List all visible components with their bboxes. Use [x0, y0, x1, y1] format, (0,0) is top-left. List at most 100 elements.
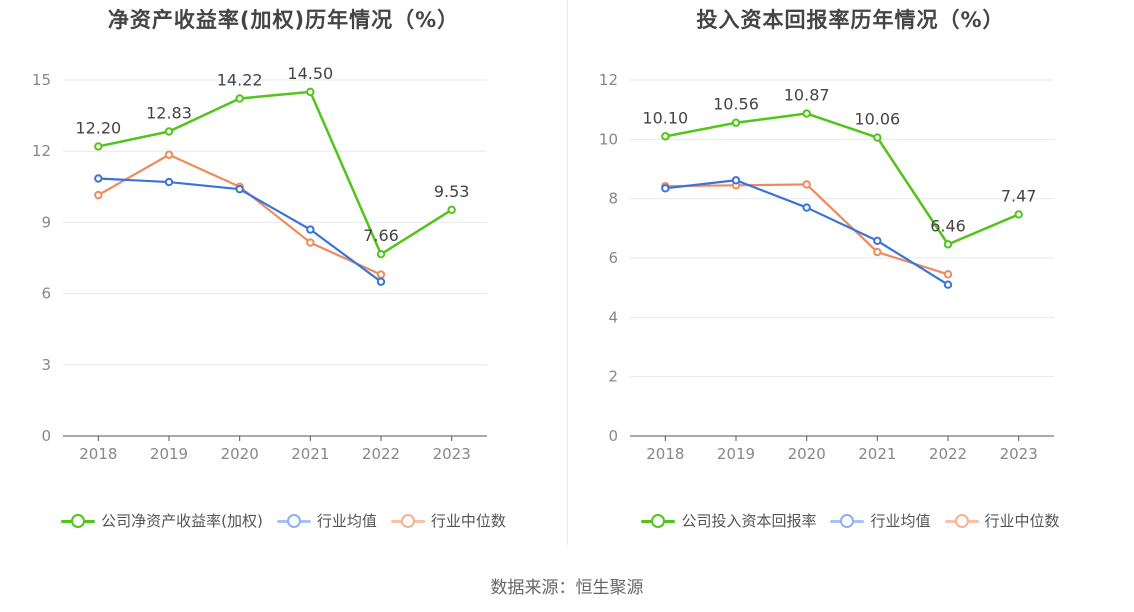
legend-label: 行业中位数 — [430, 512, 506, 530]
series-line-company — [98, 90, 453, 256]
legend-label: 行业均值 — [316, 512, 377, 530]
data-point-avg — [661, 184, 670, 193]
data-point-company — [447, 205, 456, 215]
y-tick-label: 4 — [608, 308, 618, 326]
legend-marker-icon — [390, 513, 425, 528]
roe-chart-panel: 净资产收益率(加权)历年情况（%） 0 3 6 9 12 15 2018 2019 2020 20… — [0, 0, 567, 560]
data-label: 12.83 — [146, 104, 192, 123]
data-point-median — [376, 270, 386, 279]
data-point-company — [1014, 210, 1023, 219]
y-tick-label: 8 — [608, 190, 618, 208]
x-tick-label: 2018 — [646, 445, 684, 460]
data-point-median — [802, 180, 811, 189]
data-point-company — [661, 132, 670, 141]
y-tick-label: 10 — [599, 130, 618, 148]
data-point-company — [235, 94, 244, 103]
y-tick-label: 2 — [608, 368, 618, 386]
chart-legend: 公司投入资本回报率 行业均值 行业中位数 — [567, 510, 1134, 531]
series-line-avg — [98, 177, 382, 283]
data-point-company — [731, 118, 741, 127]
data-label: 10.06 — [854, 110, 900, 129]
x-tick-label: 2023 — [1000, 445, 1038, 460]
y-tick-label: 15 — [32, 71, 51, 89]
data-label: 7.47 — [1001, 186, 1037, 205]
chart-title: 投入资本回报率历年情况（%） — [696, 8, 1005, 32]
legend-item-median[interactable]: 行业中位数 — [390, 510, 506, 531]
x-tick-label: 2019 — [150, 445, 188, 460]
data-point-company — [376, 250, 386, 259]
x-tick-label: 2020 — [221, 445, 259, 460]
legend-marker-icon — [944, 513, 979, 528]
data-point-median — [873, 247, 882, 257]
data-point-median — [94, 190, 103, 200]
data-point-avg — [943, 280, 953, 289]
data-point-avg — [873, 236, 882, 245]
data-point-median — [306, 238, 315, 247]
legend-label: 公司净资产收益率(加权) — [101, 512, 263, 530]
data-label: 9.53 — [434, 182, 470, 201]
y-tick-label: 9 — [41, 213, 51, 231]
data-point-avg — [376, 277, 386, 286]
y-tick-label: 12 — [32, 142, 51, 160]
y-tick-label: 6 — [608, 249, 618, 267]
series-line-median — [97, 153, 382, 276]
x-tick-label: 2022 — [929, 445, 967, 460]
data-point-company — [164, 127, 174, 136]
x-tick-label: 2022 — [362, 445, 400, 460]
roe-line-chart: 0 3 6 9 12 15 2018 2019 2020 2021 2022 2023 12.20 12.… — [32, 64, 487, 460]
x-tick-label: 2020 — [788, 445, 826, 460]
legend-label: 公司投入资本回报率 — [681, 512, 817, 530]
y-tick-label: 0 — [608, 427, 618, 445]
legend-item-avg[interactable]: 行业均值 — [276, 510, 377, 531]
data-source-note: 数据来源：恒生聚源 — [490, 578, 644, 598]
series-line-avg — [665, 179, 949, 286]
data-point-avg — [731, 176, 741, 185]
data-point-company — [94, 142, 103, 151]
legend-item-median[interactable]: 行业中位数 — [944, 510, 1060, 531]
x-tick-label: 2023 — [433, 445, 471, 460]
roic-line-chart: 0 2 4 6 8 10 12 2018 2019 2020 2021 2022 2023 10.10 10… — [599, 71, 1054, 460]
y-tick-label: 0 — [41, 427, 51, 445]
data-point-avg — [94, 174, 103, 183]
data-label: 14.50 — [287, 64, 333, 83]
legend-item-avg[interactable]: 行业均值 — [830, 510, 931, 531]
x-tick-label: 2018 — [79, 445, 117, 460]
legend-marker-icon — [830, 513, 865, 528]
data-label: 10.87 — [784, 86, 830, 105]
chart-title: 净资产收益率(加权)历年情况（%） — [107, 8, 460, 32]
x-tick-label: 2021 — [858, 445, 896, 460]
data-point-avg — [235, 184, 244, 194]
chart-legend: 公司净资产收益率(加权) 行业均值 行业中位数 — [0, 510, 567, 531]
data-label: 7.66 — [363, 226, 399, 245]
legend-item-company[interactable]: 公司投入资本回报率 — [641, 510, 816, 531]
data-point-avg — [306, 225, 315, 234]
series-line-company — [665, 112, 1020, 246]
legend-marker-icon — [61, 513, 96, 528]
data-point-median — [164, 150, 174, 159]
panel-divider — [567, 0, 568, 545]
series-line-median — [665, 183, 949, 276]
data-label: 6.46 — [930, 216, 966, 235]
x-tick-label: 2019 — [717, 445, 755, 460]
legend-marker-icon — [276, 513, 311, 528]
data-point-avg — [802, 203, 811, 212]
data-label: 12.20 — [75, 118, 121, 137]
x-tick-label: 2021 — [291, 445, 329, 460]
legend-label: 行业均值 — [870, 512, 931, 530]
data-label: 14.22 — [217, 71, 263, 90]
y-tick-label: 12 — [599, 71, 618, 89]
data-point-median — [943, 270, 953, 279]
data-point-avg — [164, 177, 174, 187]
data-point-company — [943, 240, 953, 249]
data-label: 10.56 — [713, 95, 759, 114]
legend-label: 行业中位数 — [984, 512, 1060, 530]
y-tick-label: 3 — [41, 356, 51, 374]
data-point-company — [306, 87, 315, 97]
legend-marker-icon — [641, 513, 676, 528]
legend-item-company[interactable]: 公司净资产收益率(加权) — [61, 510, 263, 531]
data-label: 10.10 — [642, 108, 688, 127]
y-tick-label: 6 — [41, 285, 51, 303]
data-point-company — [802, 109, 811, 118]
roic-chart-panel: 投入资本回报率历年情况（%） 0 2 4 6 8 10 12 2018 2019 2020 2021… — [567, 0, 1134, 560]
data-point-company — [873, 133, 882, 142]
